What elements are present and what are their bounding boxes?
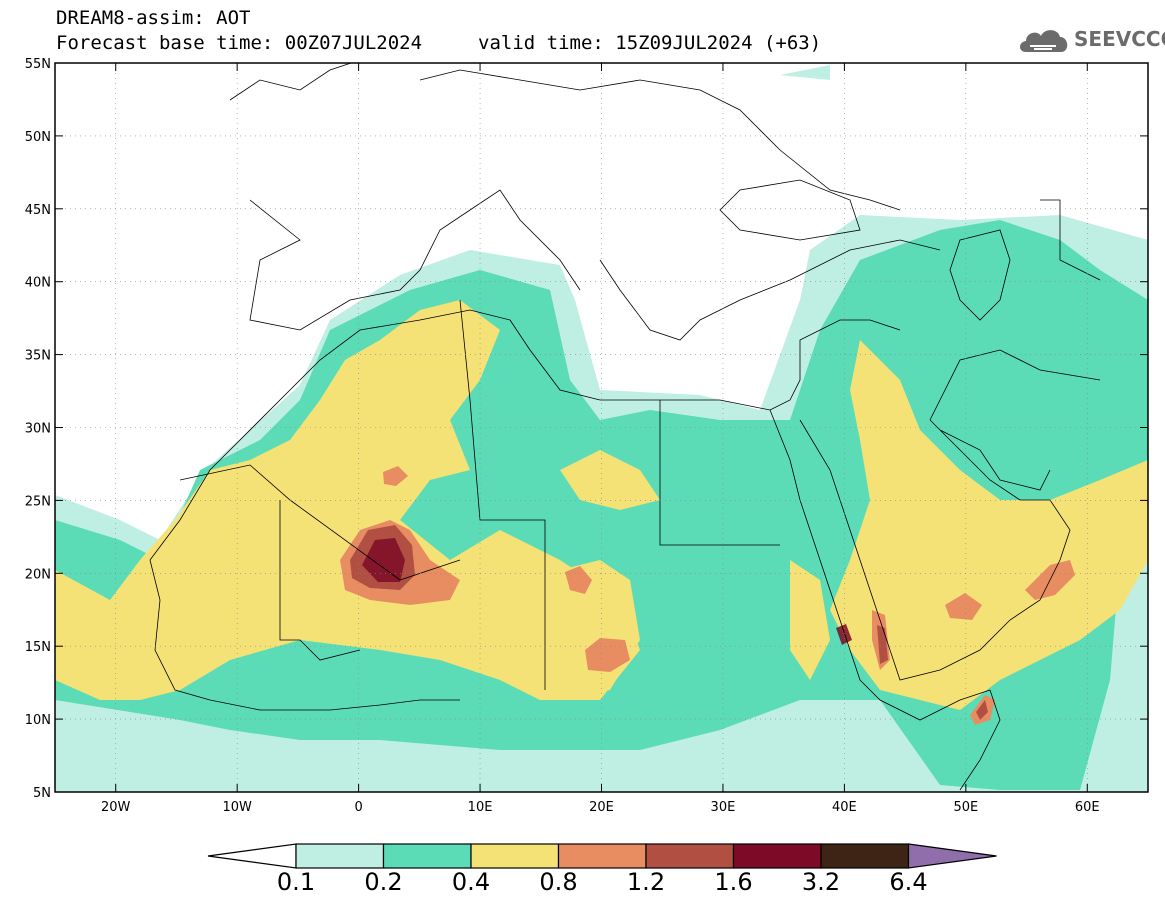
forecast-base-time: Forecast base time: 00Z07JUL2024 (56, 32, 423, 54)
aot-band-0.8-algeria (383, 466, 408, 486)
colorbar-cell (645, 843, 735, 869)
w-africa-coast (149, 559, 460, 711)
lat-tick-label: 50N (25, 130, 51, 145)
balkans-turkey (599, 239, 941, 341)
colorbar-label: 0.2 (364, 868, 403, 896)
logo-text: SEEVCCC (1074, 27, 1165, 51)
mali-border (279, 500, 361, 661)
colorbar-label: 3.2 (801, 868, 841, 896)
colorbar-label: 0.4 (451, 868, 491, 896)
valid-time: valid time: 15Z09JUL2024 (+63) (478, 32, 822, 54)
seevccc-logo: SEEVCCC (1016, 22, 1165, 58)
colorbar-cell (732, 843, 822, 869)
gridlines (55, 63, 1148, 792)
colorbar-label: 6.4 (889, 868, 928, 896)
coastlines (149, 63, 1101, 791)
lat-tick-label: 25N (25, 494, 51, 509)
colorbar-cell (557, 843, 647, 869)
map-title: DREAM8-assim: AOT (56, 7, 251, 29)
lon-ticks: 20W 10W 0 10E 20E 30E 40E 50E 60E (101, 63, 1100, 815)
n-africa-coast (149, 309, 901, 561)
iberia-france-italy (249, 189, 581, 331)
colorbar-label: 1.2 (626, 868, 666, 896)
lon-tick-label: 20E (589, 800, 614, 815)
persian-gulf (939, 429, 1051, 491)
aot-band-0.4-libya (560, 450, 660, 510)
lat-ticks: 55N 50N 45N 40N 35N 30N 25N 20N 15N 10N 5N (25, 57, 1148, 801)
libya-border (459, 299, 546, 690)
aot-band-1.2-somalia (976, 700, 988, 720)
red-sea-west (769, 409, 991, 721)
iran-border (929, 349, 1101, 421)
colorbar-max-arrow (907, 843, 997, 869)
lon-tick-label: 0 (354, 800, 362, 815)
uk-coast (229, 63, 353, 101)
somalia-coast (959, 689, 1001, 791)
aot-band-0.8-arabia (945, 593, 982, 620)
colorbar-label: 0.1 (276, 868, 316, 896)
lat-tick-label: 20N (25, 567, 51, 582)
caspian-sea (949, 229, 1011, 321)
aot-band-1.6-eritrea (836, 624, 852, 645)
arabian-coast (799, 419, 1071, 681)
lon-tick-label: 60E (1075, 800, 1100, 815)
colorbar-cell (295, 843, 385, 869)
lon-tick-label: 10E (468, 800, 493, 815)
aot-band-0.4-redsea (790, 560, 830, 680)
aot-band-0.1-north (780, 65, 830, 80)
colorbar-label: 0.8 (539, 868, 578, 896)
lat-tick-label: 10N (25, 713, 51, 728)
kazakh-border (1040, 199, 1101, 281)
cloud-icon (1020, 30, 1068, 52)
aot-band-0.4-arabia (830, 340, 1148, 710)
colorbar-label: 1.6 (714, 868, 753, 896)
lon-tick-label: 50E (953, 800, 978, 815)
lat-tick-label: 40N (25, 276, 51, 291)
lat-tick-label: 55N (25, 57, 51, 72)
lon-tick-label: 30E (711, 800, 736, 815)
egypt-sudan-border (659, 400, 780, 546)
lon-tick-label: 40E (832, 800, 857, 815)
black-sea (719, 179, 861, 241)
europe-north (419, 69, 901, 211)
colorbar (207, 843, 997, 869)
colorbar-cell (382, 843, 472, 869)
lat-tick-label: 5N (33, 786, 51, 801)
colorbar-min-arrow (207, 843, 297, 869)
lat-tick-label: 15N (25, 640, 51, 655)
colorbar-cell (820, 843, 910, 869)
lat-tick-label: 30N (25, 422, 51, 437)
lon-tick-label: 10W (222, 800, 252, 815)
aot-band-1.6 (362, 538, 405, 582)
lon-tick-label: 20W (101, 800, 131, 815)
aot-band-0.8-chad (585, 638, 630, 672)
lat-tick-label: 35N (25, 349, 51, 364)
lat-tick-label: 45N (25, 203, 51, 218)
aot-band-0.4 (55, 300, 640, 700)
colorbar-cell (470, 843, 560, 869)
